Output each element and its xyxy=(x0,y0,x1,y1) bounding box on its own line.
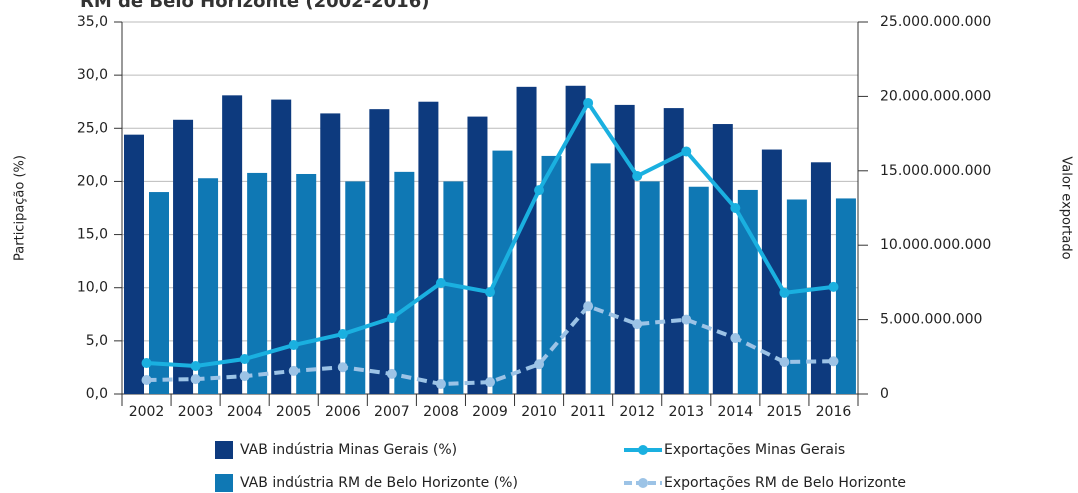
y-axis-label: Participação (%) xyxy=(13,155,28,261)
y2-tick-label: 15.000.000.000 xyxy=(880,163,991,179)
y2-axis-label: Valor exportado xyxy=(1059,156,1074,259)
x-tick-label: 2009 xyxy=(472,404,508,420)
legend-label: VAB indústria Minas Gerais (%) xyxy=(240,442,457,458)
line-point xyxy=(681,146,692,157)
line-point xyxy=(779,287,790,298)
bar xyxy=(688,186,709,394)
line-point xyxy=(141,358,152,369)
bar xyxy=(467,116,488,394)
y-tick-label: 30,0 xyxy=(77,67,108,83)
y-tick-label: 25,0 xyxy=(77,120,108,136)
x-tick-label: 2002 xyxy=(129,404,165,420)
bar xyxy=(516,86,537,394)
bar xyxy=(173,119,194,394)
bar xyxy=(712,124,733,394)
line-point xyxy=(435,277,446,288)
line-point xyxy=(583,301,594,312)
x-tick-label: 2013 xyxy=(668,404,704,420)
line-point xyxy=(485,377,495,388)
y-tick-label: 5,0 xyxy=(86,333,108,349)
legend-label: VAB indústria RM de Belo Horizonte (%) xyxy=(240,475,518,491)
bar xyxy=(369,109,390,394)
legend-swatch xyxy=(638,445,648,455)
x-tick-label: 2012 xyxy=(619,404,655,420)
legend-label: Exportações RM de Belo Horizonte xyxy=(664,475,906,491)
bar xyxy=(271,99,292,395)
y2-tick-label: 20.000.000.000 xyxy=(880,88,991,104)
x-tick-label: 2014 xyxy=(718,404,754,420)
line-point xyxy=(583,97,594,108)
bar xyxy=(443,181,464,394)
line-point xyxy=(632,319,643,330)
bar xyxy=(124,134,144,395)
line-point xyxy=(239,371,250,382)
bar xyxy=(492,150,513,394)
legend-swatch xyxy=(215,474,233,492)
x-tick-label: 2011 xyxy=(570,404,606,420)
y-tick-label: 20,0 xyxy=(77,173,108,189)
line-point xyxy=(632,171,643,182)
y2-tick-label: 0 xyxy=(880,386,889,402)
bar xyxy=(663,108,684,394)
line-point xyxy=(239,354,250,365)
x-tick-label: 2010 xyxy=(521,404,557,420)
line-point xyxy=(828,356,839,367)
line-point xyxy=(681,314,692,325)
line-point xyxy=(386,368,397,379)
bar xyxy=(394,171,415,394)
line-point xyxy=(534,185,545,196)
line-point xyxy=(190,361,201,372)
bar xyxy=(541,155,562,394)
bar xyxy=(296,173,317,394)
x-tick-label: 2006 xyxy=(325,404,361,420)
line-point xyxy=(730,203,741,213)
x-tick-label: 2005 xyxy=(276,404,312,420)
x-tick-label: 2003 xyxy=(178,404,214,420)
y2-tick-label: 5.000.000.000 xyxy=(880,312,982,328)
bar xyxy=(149,192,169,394)
legend-swatch xyxy=(215,441,233,459)
bar xyxy=(247,172,268,394)
line-point xyxy=(288,340,299,351)
x-tick-label: 2016 xyxy=(816,404,852,420)
bar xyxy=(565,85,586,395)
bar xyxy=(639,181,660,394)
bar xyxy=(198,178,219,394)
line-point xyxy=(288,365,299,376)
line-point xyxy=(730,333,741,344)
bar xyxy=(418,101,439,394)
y-tick-label: 35,0 xyxy=(77,14,108,30)
legend-swatch xyxy=(638,478,648,488)
bar xyxy=(222,95,243,394)
y2-tick-label: 10.000.000.000 xyxy=(880,237,991,253)
line-point xyxy=(485,287,495,298)
bar xyxy=(320,113,341,395)
bar xyxy=(835,198,856,394)
y-tick-label: 10,0 xyxy=(77,280,108,296)
line-point xyxy=(828,281,839,292)
line-point xyxy=(534,359,545,370)
y2-tick-label: 25.000.000.000 xyxy=(880,14,991,30)
y-tick-label: 15,0 xyxy=(77,227,108,243)
x-tick-label: 2015 xyxy=(767,404,803,420)
y-tick-label: 0,0 xyxy=(86,386,108,402)
x-tick-label: 2004 xyxy=(227,404,263,420)
line-point xyxy=(779,357,790,368)
line-point xyxy=(337,329,348,340)
line-point xyxy=(435,379,446,390)
line-point xyxy=(386,313,397,324)
chart-title: RM de Belo Horizonte (2002-2016) xyxy=(80,0,429,12)
x-tick-label: 2008 xyxy=(423,404,459,420)
x-tick-label: 2007 xyxy=(374,404,410,420)
bar xyxy=(345,181,366,394)
line-point xyxy=(141,375,152,386)
bar xyxy=(590,163,611,394)
line-point xyxy=(190,374,201,385)
line-point xyxy=(337,362,348,373)
bar xyxy=(786,199,807,394)
bar xyxy=(810,162,831,394)
legend-label: Exportações Minas Gerais xyxy=(664,442,845,458)
